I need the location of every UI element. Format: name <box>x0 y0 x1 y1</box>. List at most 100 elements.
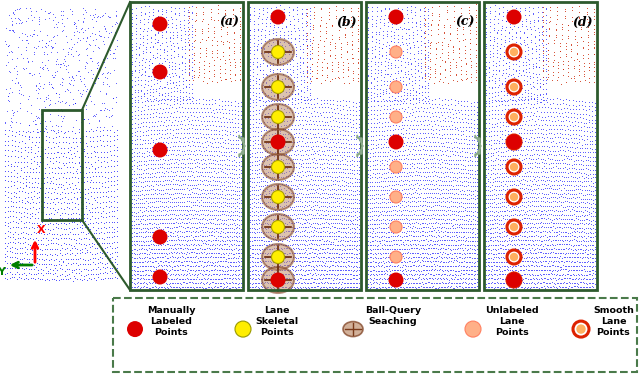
Point <box>386 279 396 285</box>
Point <box>385 127 395 133</box>
Point <box>390 160 401 166</box>
Point <box>395 148 405 154</box>
Point <box>100 203 111 209</box>
Point <box>538 52 548 58</box>
Point <box>571 127 581 133</box>
Point <box>325 78 335 84</box>
Point <box>421 237 431 243</box>
Point <box>427 101 437 107</box>
Point <box>354 107 364 113</box>
Point <box>45 237 56 243</box>
Point <box>529 194 540 200</box>
Point <box>41 256 51 262</box>
Point <box>376 268 386 274</box>
Point <box>589 45 599 51</box>
Point <box>326 194 336 200</box>
Point <box>19 213 29 219</box>
Point <box>354 276 364 282</box>
Point <box>157 284 168 290</box>
Point <box>196 224 206 230</box>
Point <box>340 199 350 205</box>
Point <box>317 64 327 70</box>
Point <box>420 263 431 269</box>
Point <box>245 147 255 153</box>
Point <box>449 97 460 103</box>
Point <box>525 199 536 205</box>
Point <box>522 130 532 136</box>
Point <box>262 118 273 124</box>
Point <box>248 77 259 83</box>
Point <box>192 139 202 145</box>
Point <box>288 168 298 174</box>
Point <box>26 110 36 116</box>
Point <box>63 241 74 247</box>
Point <box>112 268 122 274</box>
Point <box>506 173 516 179</box>
Point <box>278 32 289 38</box>
Point <box>588 224 598 230</box>
Point <box>97 173 107 179</box>
Circle shape <box>390 191 402 203</box>
Point <box>207 250 218 256</box>
Point <box>342 284 352 290</box>
Point <box>544 220 554 226</box>
Point <box>72 143 83 149</box>
Point <box>285 259 296 265</box>
Point <box>431 177 441 183</box>
Point <box>502 212 512 218</box>
Point <box>536 186 546 192</box>
Point <box>376 8 386 14</box>
Point <box>462 212 472 218</box>
Point <box>13 143 23 149</box>
Point <box>467 250 477 256</box>
Point <box>310 215 321 221</box>
Point <box>528 6 538 12</box>
Point <box>88 113 99 119</box>
Point <box>489 276 499 282</box>
Point <box>324 250 334 256</box>
Point <box>417 63 427 69</box>
Point <box>424 255 434 261</box>
Point <box>509 15 519 21</box>
Point <box>550 224 560 230</box>
Point <box>304 177 314 183</box>
Point <box>309 279 319 285</box>
Point <box>584 64 594 70</box>
Point <box>127 11 137 17</box>
Point <box>17 204 27 210</box>
Point <box>557 276 568 282</box>
Point <box>174 10 184 16</box>
Point <box>396 190 406 196</box>
Point <box>68 186 78 192</box>
Point <box>266 160 276 166</box>
Point <box>0 254 10 260</box>
Point <box>148 54 158 60</box>
Point <box>333 242 343 248</box>
Point <box>420 190 431 196</box>
Point <box>306 186 316 192</box>
Point <box>127 166 137 172</box>
Point <box>223 145 234 151</box>
Point <box>293 219 303 225</box>
Point <box>573 166 584 172</box>
Point <box>469 141 479 147</box>
Point <box>291 53 301 59</box>
Point <box>7 254 17 260</box>
Point <box>0 127 10 133</box>
Point <box>367 221 377 227</box>
Point <box>152 191 162 197</box>
Point <box>236 141 246 147</box>
Point <box>433 177 443 183</box>
Point <box>409 185 419 191</box>
Point <box>262 179 273 185</box>
Point <box>302 79 312 85</box>
Point <box>582 127 592 133</box>
Point <box>62 185 72 191</box>
Point <box>332 127 342 133</box>
Point <box>260 145 270 151</box>
Point <box>173 51 183 57</box>
Point <box>366 92 376 98</box>
Point <box>4 98 15 104</box>
Point <box>86 230 96 237</box>
Point <box>283 82 293 88</box>
